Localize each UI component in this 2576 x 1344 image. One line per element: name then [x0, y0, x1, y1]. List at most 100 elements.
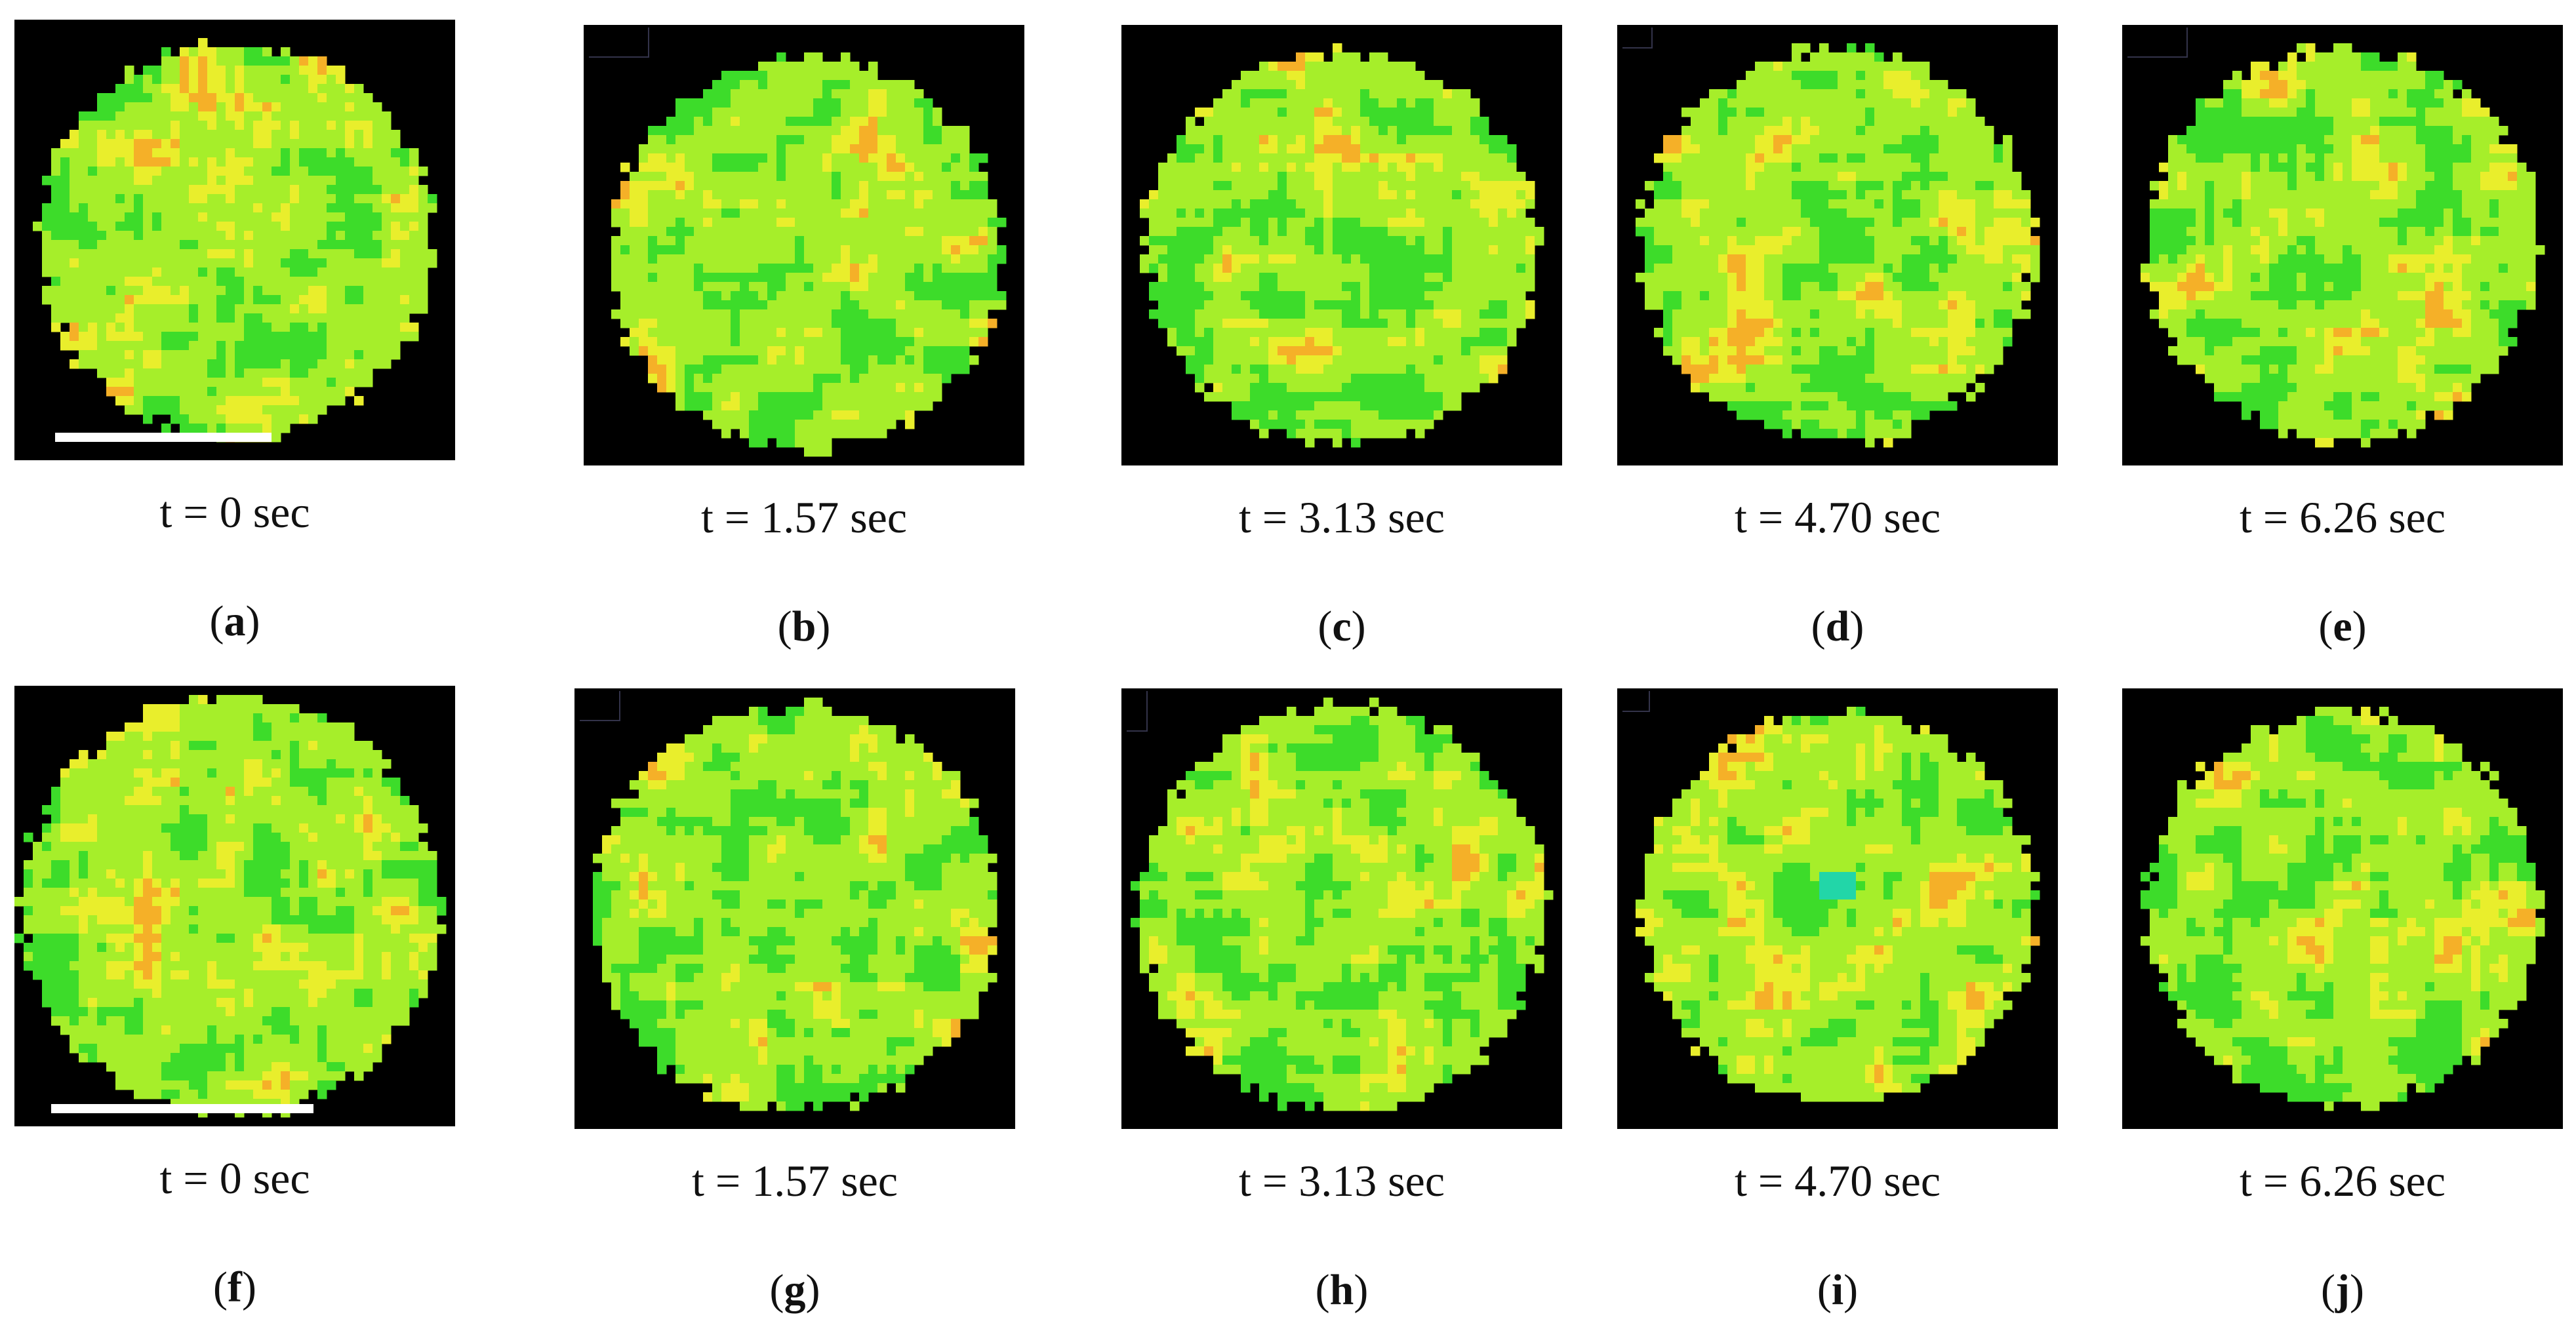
heatmap-pixel [1397, 355, 1407, 365]
heatmap-pixel [795, 346, 805, 356]
heatmap-pixel [88, 176, 98, 186]
heatmap-pixel [877, 401, 887, 411]
heatmap-pixel [776, 300, 786, 310]
heatmap-pixel [1920, 80, 1930, 90]
heatmap-pixel [1379, 80, 1388, 90]
heatmap-pixel [106, 102, 116, 112]
heatmap-pixel [1939, 144, 1948, 154]
heatmap-pixel [171, 194, 180, 204]
heatmap-pixel [1287, 337, 1297, 347]
heatmap-pixel [272, 414, 281, 424]
heatmap-pixel [1865, 190, 1875, 200]
heatmap-pixel [1709, 227, 1719, 237]
heatmap-pixel [914, 309, 924, 319]
heatmap-pixel [1351, 181, 1361, 191]
heatmap-pixel [813, 328, 823, 338]
heatmap-pixel [88, 332, 98, 342]
heatmap-pixel [1241, 346, 1251, 356]
heatmap-pixel [1507, 190, 1517, 200]
heatmap-pixel [363, 323, 373, 332]
heatmap-pixel [244, 176, 254, 186]
heatmap-pixel [1498, 346, 1508, 356]
heatmap-pixel [620, 264, 630, 273]
heatmap-pixel [1709, 126, 1719, 136]
heatmap-pixel [767, 71, 777, 81]
heatmap-pixel [115, 313, 125, 323]
heatmap-pixel [1305, 218, 1315, 227]
heatmap-pixel [125, 323, 134, 332]
heatmap-pixel [1498, 218, 1508, 227]
heatmap-pixel [703, 337, 713, 347]
heatmap-pixel [969, 163, 979, 172]
heatmap-pixel [2003, 172, 2013, 182]
heatmap-pixel [1232, 401, 1241, 411]
heatmap-pixel [1406, 374, 1416, 384]
heatmap-pixel [1645, 181, 1655, 191]
heatmap-pixel [244, 359, 254, 369]
heatmap-pixel [1489, 144, 1499, 154]
heatmap-pixel [189, 194, 199, 204]
heatmap-pixel [207, 130, 217, 140]
heatmap-pixel [767, 163, 777, 172]
heatmap-pixel [1902, 126, 1912, 136]
heatmap-pixel [1874, 218, 1884, 227]
heatmap-pixel [1911, 144, 1921, 154]
heatmap-pixel [1232, 208, 1241, 218]
heatmap-pixel [1737, 126, 1746, 136]
heatmap-pixel [1351, 328, 1361, 338]
heatmap-pixel [758, 153, 768, 163]
heatmap-pixel [1250, 282, 1260, 292]
heatmap-pixel [859, 153, 869, 163]
heatmap-pixel [1902, 218, 1912, 227]
heatmap-pixel [1443, 227, 1453, 237]
heatmap-pixel [1746, 80, 1756, 90]
heatmap-pixel [60, 222, 70, 231]
heatmap-pixel [1360, 126, 1370, 136]
heatmap-pixel [180, 66, 190, 75]
heatmap-pixel [1470, 153, 1480, 163]
heatmap-pixel [51, 295, 61, 305]
heatmap-pixel [1213, 254, 1223, 264]
heatmap-pixel [923, 245, 933, 255]
heatmap-pixel [1314, 98, 1324, 108]
heatmap-pixel [161, 130, 171, 140]
heatmap-pixel [1222, 163, 1232, 172]
heatmap-pixel [281, 231, 291, 241]
heatmap-pixel [786, 153, 795, 163]
heatmap-pixel [1443, 144, 1453, 154]
heatmap-pixel [1250, 355, 1260, 365]
heatmap-pixel [409, 277, 419, 287]
heatmap-pixel [171, 212, 180, 222]
heatmap-pixel [1691, 172, 1701, 182]
heatmap-pixel [253, 56, 263, 66]
heatmap-pixel [813, 108, 823, 117]
heatmap-pixel [1250, 309, 1260, 319]
heatmap-pixel [1333, 392, 1342, 402]
heatmap-pixel [152, 222, 162, 231]
heatmap-pixel [896, 117, 906, 127]
heatmap-pixel [1782, 135, 1792, 145]
heatmap-pixel [226, 212, 235, 222]
heatmap-pixel [877, 89, 887, 99]
heatmap-pixel [914, 163, 924, 172]
heatmap-pixel [1186, 365, 1196, 374]
heatmap-pixel [841, 163, 851, 172]
heatmap-pixel [1424, 190, 1434, 200]
heatmap-pixel [1296, 392, 1306, 402]
heatmap-pixel [70, 212, 79, 222]
heatmap-pixel [1782, 218, 1792, 227]
heatmap-pixel [115, 157, 125, 167]
heatmap-pixel [703, 199, 713, 209]
heatmap-pixel [1250, 273, 1260, 283]
heatmap-pixel [88, 277, 98, 287]
heatmap-pixel [988, 236, 997, 246]
heatmap-pixel [115, 396, 125, 406]
heatmap-pixel [235, 332, 245, 342]
heatmap-pixel [795, 291, 805, 301]
heatmap-pixel [1792, 52, 1801, 62]
heatmap-pixel [253, 332, 263, 342]
heatmap-pixel [740, 300, 750, 310]
heatmap-pixel [1222, 319, 1232, 328]
heatmap-pixel [336, 231, 346, 241]
heatmap-pixel [685, 181, 694, 191]
